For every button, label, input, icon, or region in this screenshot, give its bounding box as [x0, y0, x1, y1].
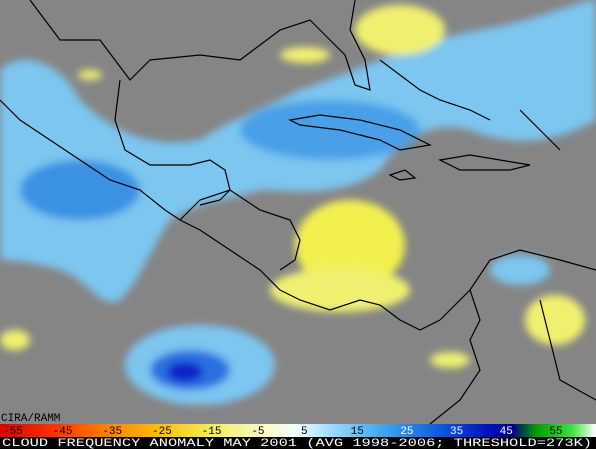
colorbar-label: 25: [400, 426, 413, 438]
anomaly-fields: [0, 0, 596, 405]
caption: CLOUD FREQUENCY ANOMALY MAY 2001 (AVG 19…: [2, 438, 592, 449]
colorbar-label: -5: [251, 426, 264, 438]
colorbar-label: -15: [202, 426, 222, 438]
colorbar-label: 55: [549, 426, 562, 438]
colorbar-label: 35: [450, 426, 463, 438]
colorbar-label: 45: [500, 426, 513, 438]
colorbar-label: 15: [351, 426, 364, 438]
credit: CIRA/RAMM: [1, 413, 60, 425]
colorbar-label: -45: [53, 426, 73, 438]
coastlines: [0, 0, 596, 425]
caption-background: [0, 437, 596, 449]
colorbar-label: -35: [102, 426, 122, 438]
colorbar-label: -25: [152, 426, 172, 438]
colorbar-label: -55: [3, 426, 23, 438]
colorbar-labels: -55 -45 -35 -25 -15 -5 5 15 25 35 45 55: [3, 426, 563, 438]
colorbar-label: 5: [301, 426, 308, 438]
colorbar: [0, 424, 596, 437]
